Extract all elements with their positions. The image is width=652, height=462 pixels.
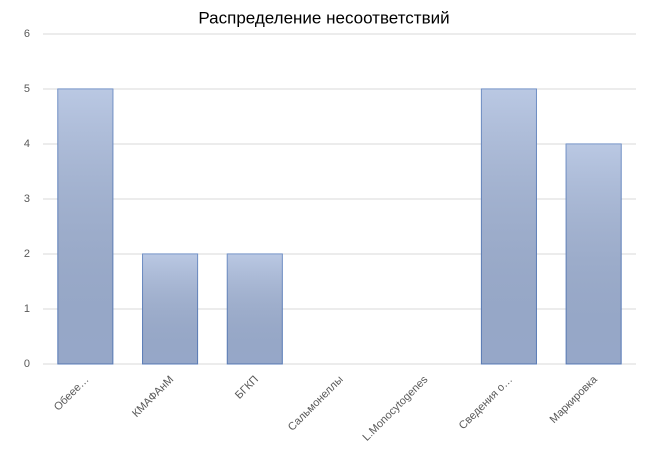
x-tick-label: L.Monocytogenes	[360, 373, 430, 443]
y-tick-label: 4	[24, 138, 30, 150]
y-tick-label: 3	[24, 193, 30, 205]
bar-shade	[142, 254, 198, 364]
x-tick-label: КМАФАнМ	[130, 374, 176, 420]
bar-shade	[227, 254, 283, 364]
y-tick-label: 2	[24, 248, 30, 260]
y-tick-label: 0	[24, 358, 30, 370]
y-tick-label: 5	[24, 83, 30, 95]
y-tick-label: 1	[24, 303, 30, 315]
x-tick-label: БГКП	[233, 374, 261, 402]
x-tick-label: Маркировка	[548, 373, 601, 426]
x-tick-label: Обеее…	[52, 374, 92, 414]
bar-shade	[57, 89, 113, 364]
chart-title: Распределение несоответствий	[198, 8, 449, 27]
x-tick-label: Сальмонеллы	[286, 374, 346, 434]
bar-shade	[481, 89, 537, 364]
x-tick-label: Сведения о…	[457, 374, 515, 432]
bar-shade	[566, 144, 622, 364]
y-tick-label: 6	[24, 28, 30, 40]
